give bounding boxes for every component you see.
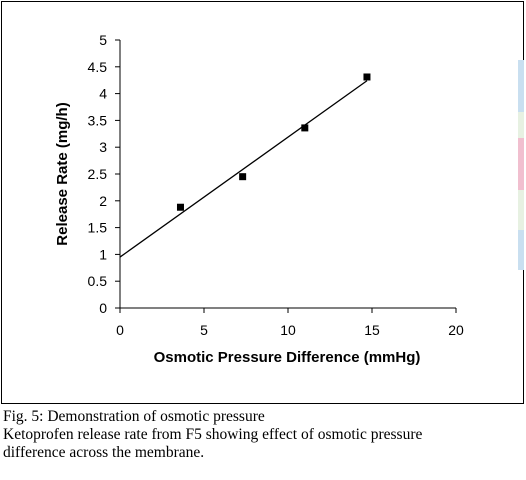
edge-strip-segment [518,112,524,138]
edge-strip-segment [518,230,524,270]
x-axis-title: Osmotic Pressure Difference (mmHg) [154,349,421,366]
trendline [119,80,368,258]
x-tick-label: 15 [364,322,380,338]
y-tick-label: 3.5 [88,112,108,128]
data-point [301,124,309,132]
figure-caption: Fig. 5: Demonstration of osmotic pressur… [3,408,525,462]
y-tick-label: 1.5 [88,220,108,236]
release-rate-chart: 0 0.5 1 1.5 2 2.5 3 3.5 4 4.5 5 0 5 10 15 20 Osmotic P… [54,32,464,366]
x-tick-label: 20 [448,322,464,338]
data-points [176,73,371,211]
y-tick-label: 1 [99,246,107,262]
caption-title: Fig. 5: Demonstration of osmotic pressur… [3,408,265,425]
x-axis-ticks: 0 5 10 15 20 [116,308,464,338]
y-tick-label: 4 [99,86,107,102]
data-point [363,73,371,81]
edge-strip-segment [518,190,524,230]
edge-color-strip [518,60,524,270]
y-tick-label: 0.5 [88,273,108,289]
trendline-group [119,80,368,258]
x-tick-label: 5 [200,322,208,338]
x-tick-label: 10 [280,322,296,338]
y-tick-label: 2 [99,193,107,209]
y-tick-label: 5 [99,32,107,48]
caption-line: difference across the membrane. [3,444,205,461]
y-tick-label: 4.5 [88,59,108,75]
y-tick-label: 0 [99,300,107,316]
edge-strip-segment [518,60,524,112]
y-tick-label: 3 [99,139,107,155]
caption-line: Ketoprofen release rate from F5 showing … [3,426,423,443]
data-point [239,173,247,181]
edge-strip-segment [518,138,524,190]
figure-frame [1,1,524,404]
x-tick-label: 0 [116,322,124,338]
y-axis-title: Release Rate (mg/h) [54,102,71,245]
y-axis-ticks: 0 0.5 1 1.5 2 2.5 3 3.5 4 4.5 5 [88,32,120,316]
y-tick-label: 2.5 [88,166,108,182]
data-point [176,203,184,211]
